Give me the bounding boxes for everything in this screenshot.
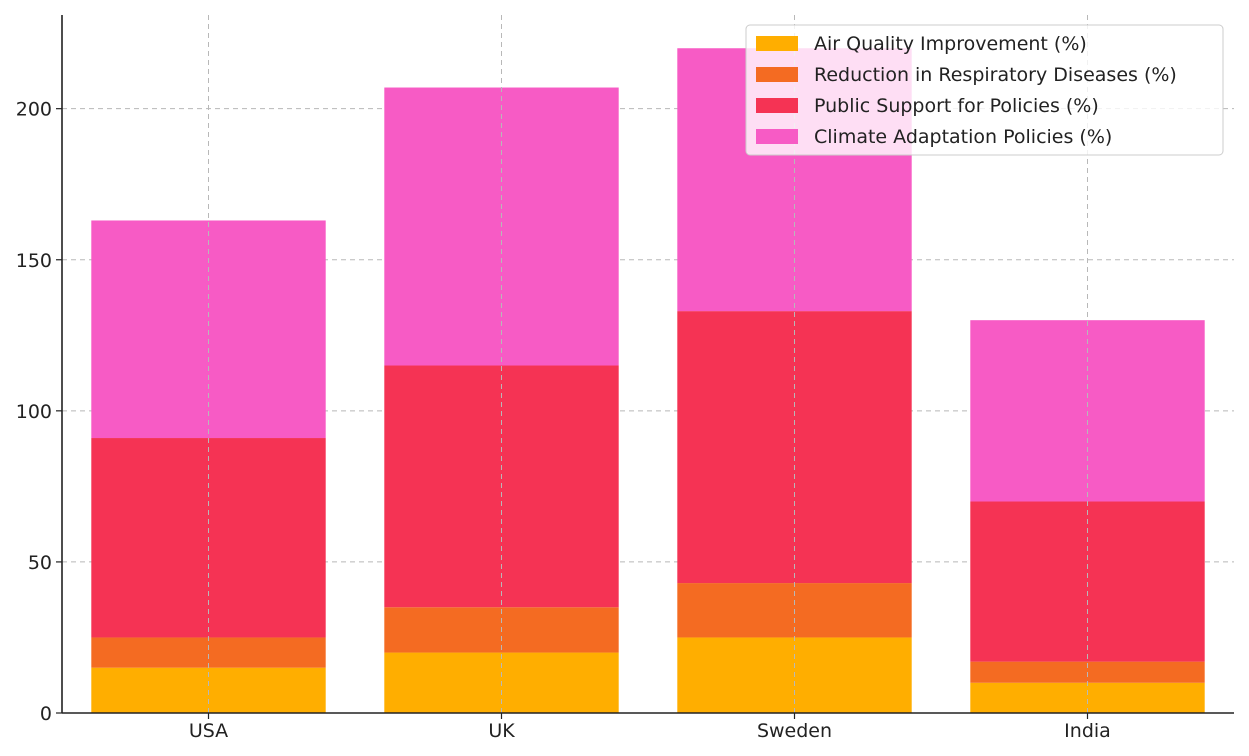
legend-label: Air Quality Improvement (%) bbox=[814, 33, 1087, 55]
axes bbox=[56, 15, 1234, 719]
legend-swatch bbox=[756, 36, 798, 51]
legend: Air Quality Improvement (%) Reduction in … bbox=[745, 24, 1224, 156]
y-tick-label: 200 bbox=[16, 99, 52, 121]
legend-label: Public Support for Policies (%) bbox=[814, 95, 1099, 117]
y-tick-label: 50 bbox=[28, 552, 52, 574]
y-tick-label: 150 bbox=[16, 250, 52, 272]
x-tick-label: Sweden bbox=[757, 720, 832, 742]
bar-segment bbox=[91, 637, 326, 668]
legend-box bbox=[745, 24, 1224, 156]
y-tick-label: 0 bbox=[40, 703, 52, 725]
legend-label: Reduction in Respiratory Diseases (%) bbox=[814, 64, 1177, 86]
legend-swatch bbox=[756, 67, 798, 82]
tick-labels: 0 50 100 150 200 USA UK Sweden India bbox=[16, 99, 1111, 742]
legend-swatch bbox=[756, 98, 798, 113]
bar-segment bbox=[91, 220, 326, 439]
y-tick-label: 100 bbox=[16, 401, 52, 423]
x-tick-label: UK bbox=[488, 720, 515, 742]
bar-segment bbox=[970, 682, 1205, 713]
x-tick-label: USA bbox=[189, 720, 228, 742]
legend-label: Climate Adaptation Policies (%) bbox=[814, 126, 1112, 148]
x-tick-label: India bbox=[1064, 720, 1111, 742]
legend-swatch bbox=[756, 129, 798, 144]
